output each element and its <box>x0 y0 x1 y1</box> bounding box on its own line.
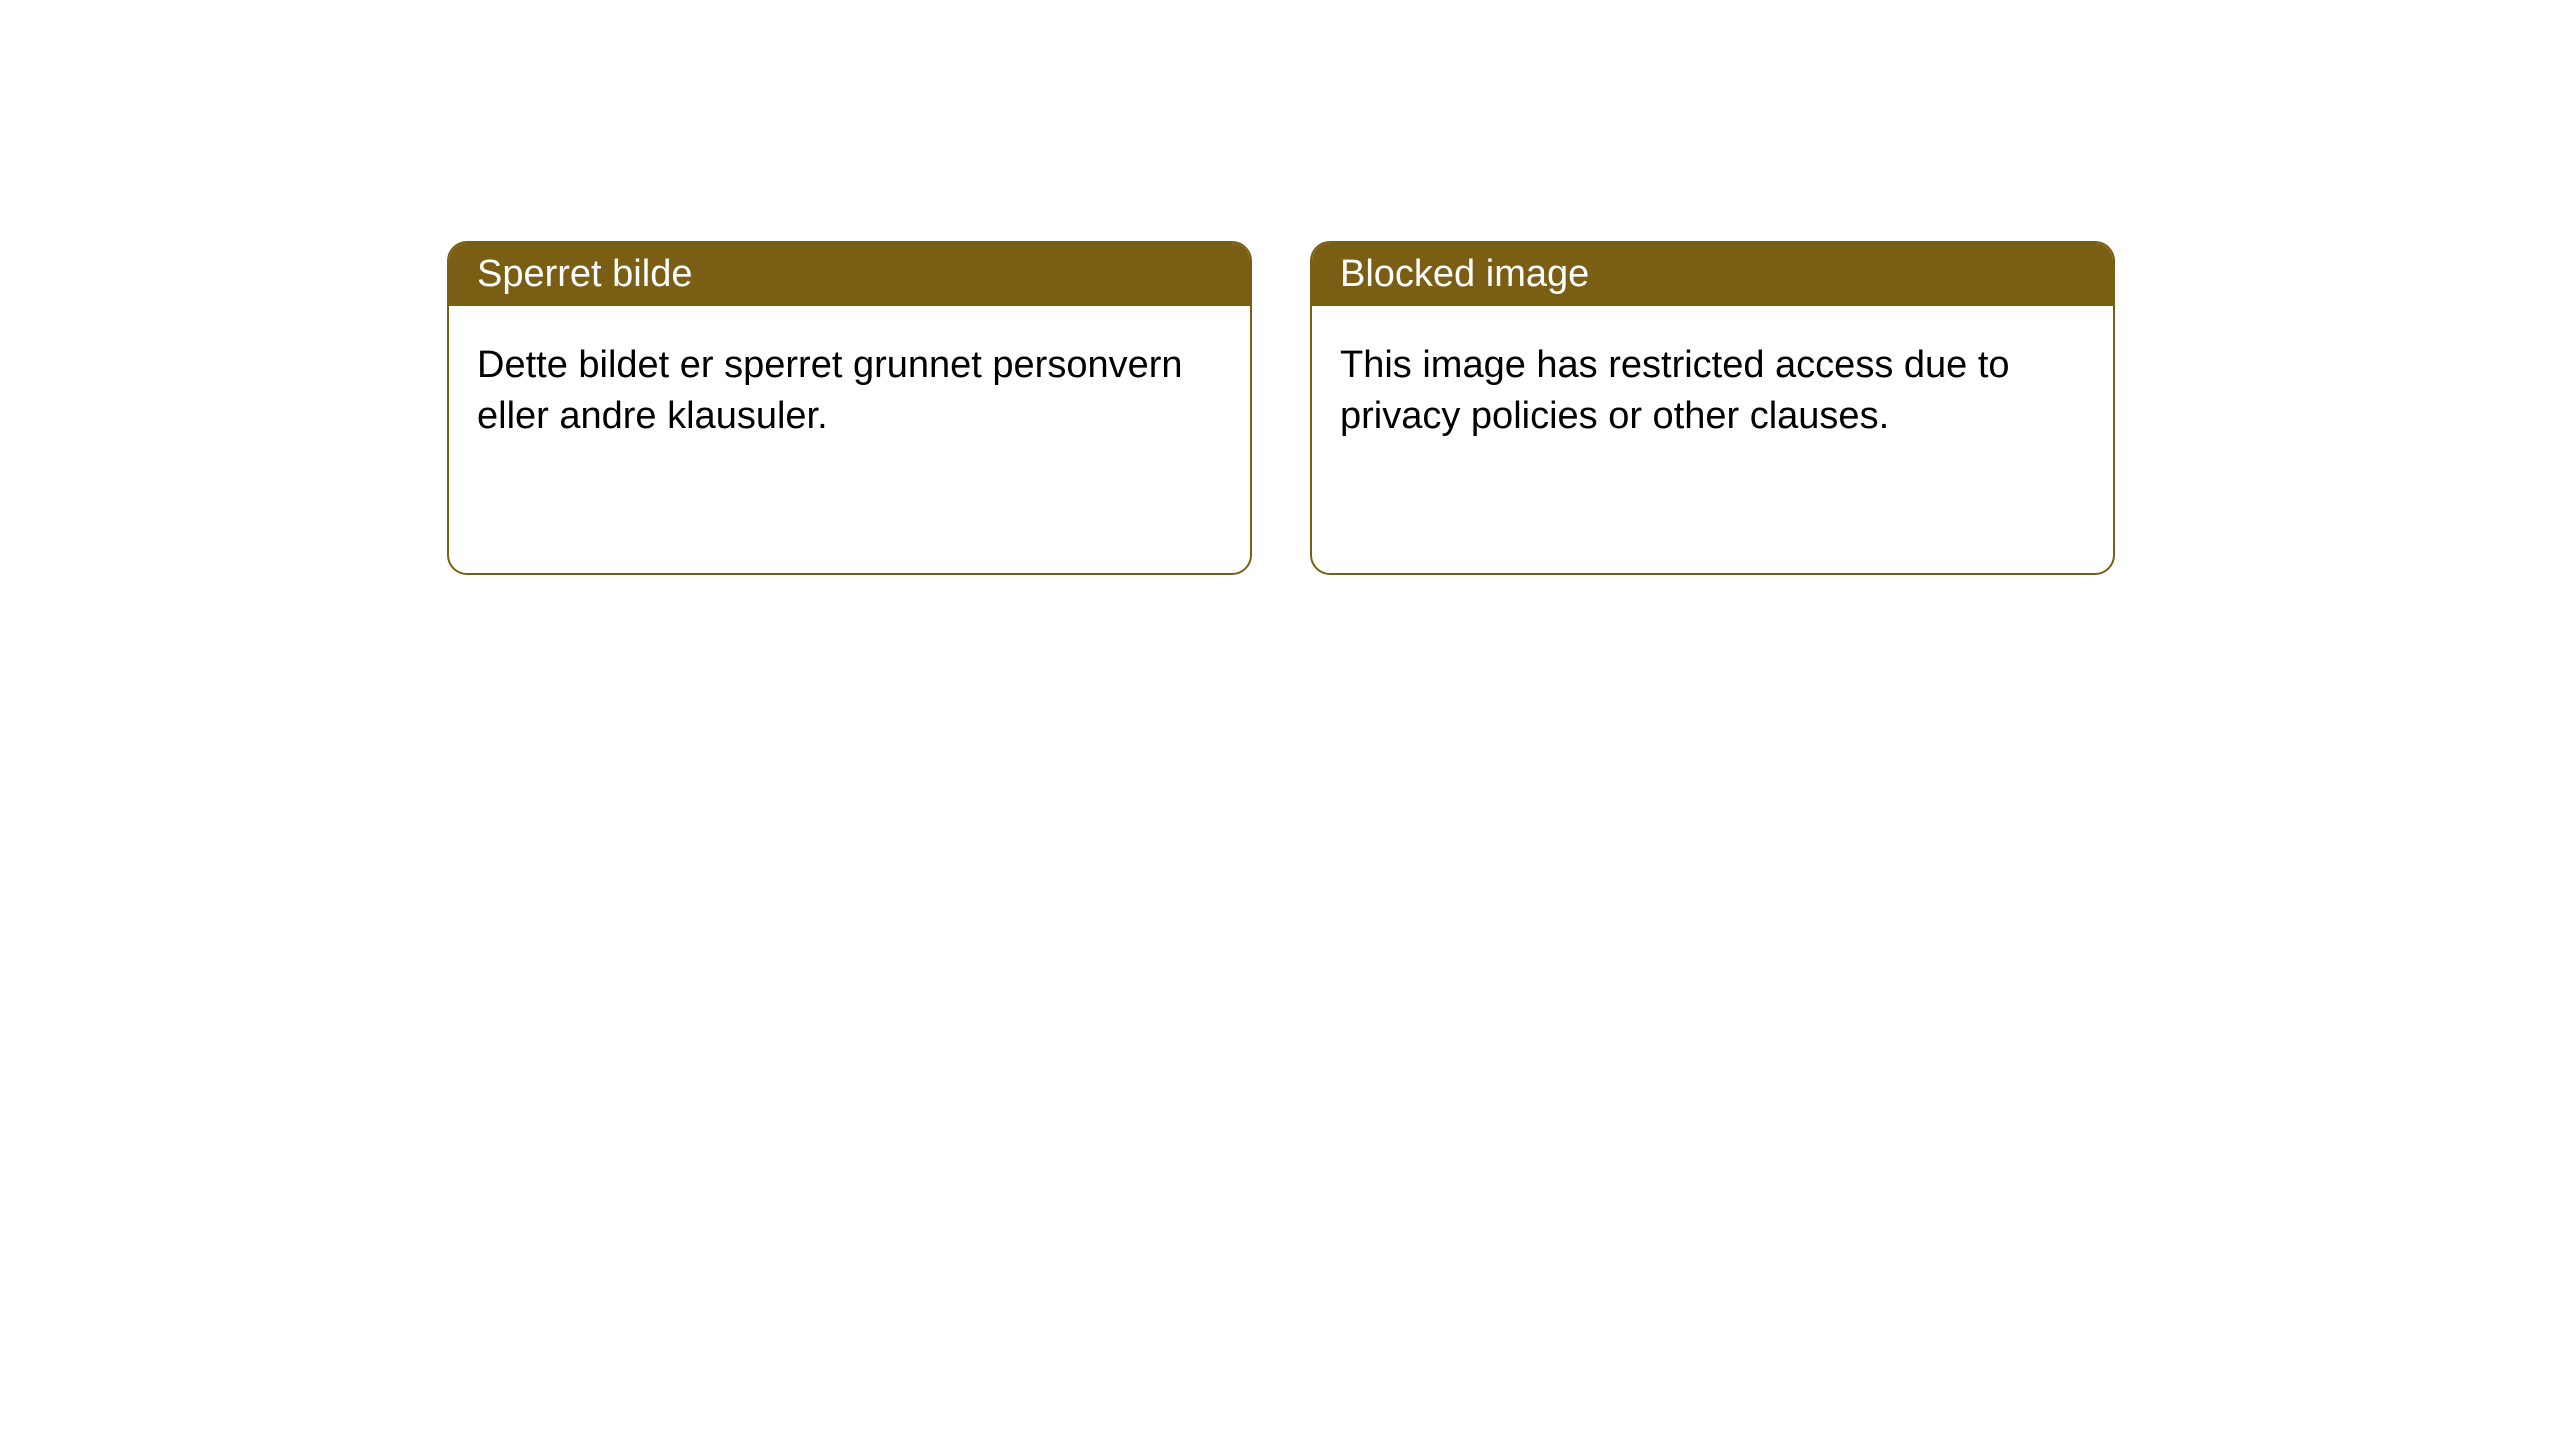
card-header-no: Sperret bilde <box>449 243 1250 306</box>
card-body-en: This image has restricted access due to … <box>1312 306 2113 477</box>
card-title-no: Sperret bilde <box>477 253 692 295</box>
card-text-en: This image has restricted access due to … <box>1340 344 2010 437</box>
card-body-no: Dette bildet er sperret grunnet personve… <box>449 306 1250 477</box>
blocked-image-card-no: Sperret bilde Dette bildet er sperret gr… <box>447 241 1252 575</box>
card-header-en: Blocked image <box>1312 243 2113 306</box>
blocked-image-card-en: Blocked image This image has restricted … <box>1310 241 2115 575</box>
card-text-no: Dette bildet er sperret grunnet personve… <box>477 344 1183 437</box>
card-title-en: Blocked image <box>1340 253 1589 295</box>
notice-container: Sperret bilde Dette bildet er sperret gr… <box>0 0 2560 575</box>
